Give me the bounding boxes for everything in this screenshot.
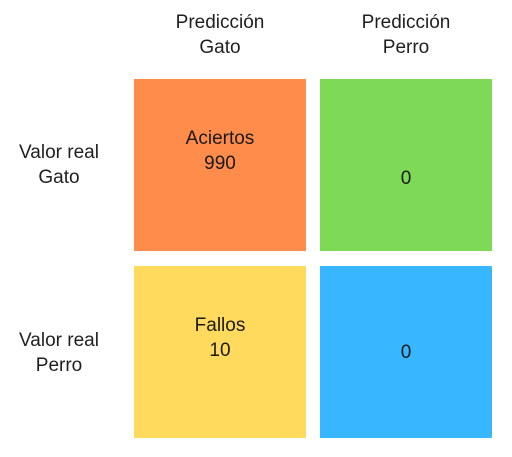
row-header-valor-real-gato: Valor real Gato [0,140,118,190]
column-header-line2: Gato [199,37,241,58]
matrix-cell-perro-perro: 0 [320,266,492,438]
cell-label: Fallos [194,315,246,336]
cell-value: 0 [400,168,412,189]
cell-content: Aciertos 990 [134,126,306,176]
row-header-line1: Valor real [19,330,99,351]
column-header-line2: Perro [382,37,430,58]
column-header-line1: Predicción [175,12,265,33]
cell-content: 0 [320,166,492,191]
cell-value: 10 [209,340,231,361]
matrix-cell-gato-perro: 0 [320,79,492,251]
cell-label: Aciertos [185,128,255,149]
column-header-line1: Predicción [361,12,451,33]
row-header-line1: Valor real [19,142,99,163]
column-header-prediccion-gato: Predicción Gato [134,10,306,60]
cell-value: 990 [204,153,236,174]
row-header-line2: Perro [35,355,83,376]
cell-value: 0 [400,342,412,363]
cell-content: 0 [320,340,492,365]
matrix-cell-fallos: Fallos 10 [134,266,306,438]
row-header-line2: Gato [38,167,80,188]
row-header-valor-real-perro: Valor real Perro [0,328,118,378]
column-header-prediccion-perro: Predicción Perro [320,10,492,60]
cell-content: Fallos 10 [134,313,306,363]
matrix-cell-aciertos: Aciertos 990 [134,79,306,251]
